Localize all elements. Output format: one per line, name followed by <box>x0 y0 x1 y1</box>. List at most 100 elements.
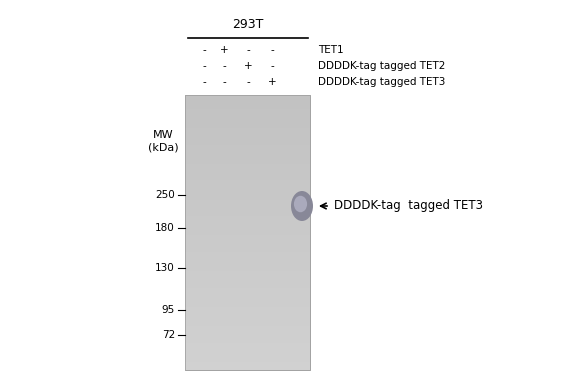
Text: DDDDK-tag tagged TET3: DDDDK-tag tagged TET3 <box>318 77 445 87</box>
Bar <box>185 178 310 180</box>
Text: DDDDK-tag  tagged TET3: DDDDK-tag tagged TET3 <box>334 200 483 212</box>
Bar <box>185 321 310 323</box>
Bar <box>185 249 310 252</box>
Bar <box>185 169 310 172</box>
Bar <box>185 216 310 219</box>
Bar <box>185 351 310 353</box>
Bar <box>185 166 310 169</box>
Bar <box>185 243 310 246</box>
Text: -: - <box>222 61 226 71</box>
Bar <box>185 142 310 144</box>
Bar <box>185 288 310 290</box>
Bar <box>185 315 310 318</box>
Bar <box>185 235 310 238</box>
Bar <box>185 136 310 139</box>
Text: -: - <box>246 77 250 87</box>
Bar <box>185 103 310 106</box>
Text: 72: 72 <box>162 330 175 340</box>
Bar <box>185 304 310 307</box>
Bar <box>185 232 310 235</box>
Bar <box>185 189 310 191</box>
Ellipse shape <box>294 196 307 212</box>
Bar <box>185 120 310 122</box>
Bar <box>185 257 310 260</box>
Bar <box>185 202 310 205</box>
Bar <box>185 175 310 178</box>
Bar <box>185 241 310 243</box>
Bar <box>185 246 310 249</box>
Bar <box>185 200 310 202</box>
Bar <box>185 276 310 279</box>
Text: -: - <box>202 77 206 87</box>
Bar <box>185 95 310 98</box>
Bar <box>185 337 310 340</box>
Bar <box>185 219 310 222</box>
Bar <box>185 101 310 103</box>
Bar <box>185 183 310 186</box>
Bar <box>185 230 310 232</box>
Bar <box>185 161 310 164</box>
Bar <box>185 112 310 114</box>
Text: 180: 180 <box>155 223 175 233</box>
Bar <box>185 95 310 370</box>
Bar <box>185 144 310 147</box>
Bar <box>185 155 310 158</box>
Bar <box>185 290 310 293</box>
Bar <box>185 296 310 299</box>
Bar <box>185 98 310 101</box>
Bar <box>185 310 310 312</box>
Bar <box>185 106 310 109</box>
Bar <box>185 172 310 175</box>
Bar <box>185 263 310 265</box>
Bar <box>185 109 310 112</box>
Bar <box>185 133 310 136</box>
Text: 130: 130 <box>155 263 175 273</box>
Bar <box>185 125 310 128</box>
Bar <box>185 95 310 370</box>
Bar <box>185 122 310 125</box>
Text: 95: 95 <box>162 305 175 315</box>
Bar <box>185 117 310 120</box>
Bar <box>185 282 310 285</box>
Bar <box>185 329 310 332</box>
Text: -: - <box>270 45 274 55</box>
Bar <box>185 260 310 263</box>
Bar <box>185 342 310 345</box>
Text: 250: 250 <box>155 190 175 200</box>
Bar <box>185 293 310 296</box>
Text: +: + <box>219 45 228 55</box>
Bar <box>185 227 310 230</box>
Bar <box>185 158 310 161</box>
Text: -: - <box>270 61 274 71</box>
Bar <box>185 254 310 257</box>
Bar <box>185 208 310 211</box>
Text: TET1: TET1 <box>318 45 343 55</box>
Bar <box>185 131 310 133</box>
Text: -: - <box>246 45 250 55</box>
Text: -: - <box>202 45 206 55</box>
Bar <box>185 356 310 359</box>
Bar <box>185 323 310 326</box>
Text: 293T: 293T <box>232 18 264 31</box>
Bar <box>185 326 310 329</box>
Bar <box>185 150 310 153</box>
Bar <box>185 238 310 241</box>
Bar <box>185 359 310 362</box>
Text: DDDDK-tag tagged TET2: DDDDK-tag tagged TET2 <box>318 61 445 71</box>
Bar <box>185 340 310 342</box>
Bar <box>185 224 310 227</box>
Bar <box>185 279 310 282</box>
Bar <box>185 268 310 271</box>
Bar <box>185 252 310 254</box>
Bar <box>185 274 310 276</box>
Bar <box>185 353 310 356</box>
Bar <box>185 312 310 315</box>
Bar <box>185 299 310 301</box>
Bar <box>185 307 310 310</box>
Bar <box>185 265 310 268</box>
Bar <box>185 301 310 304</box>
Bar <box>185 318 310 321</box>
Text: MW
(kDa): MW (kDa) <box>148 130 178 152</box>
Bar <box>185 271 310 274</box>
Bar <box>185 164 310 166</box>
